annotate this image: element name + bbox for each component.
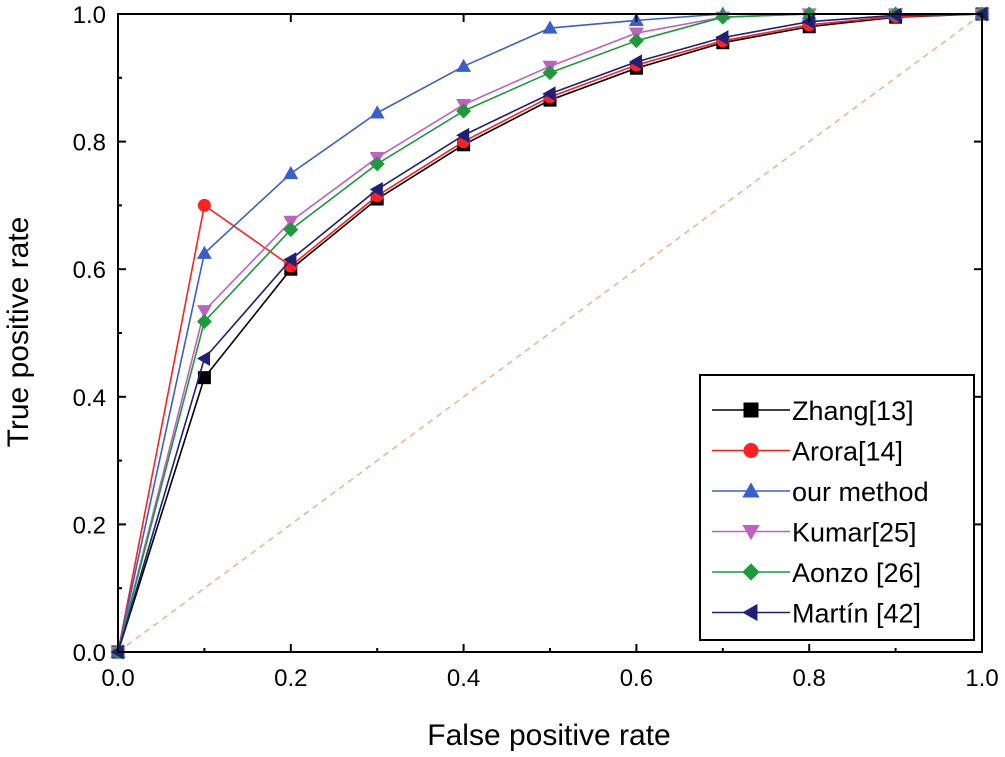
series-4-point-6: [628, 33, 644, 49]
series-2-point-4: [456, 58, 472, 72]
series-5-point-6: [628, 54, 643, 70]
legend-box: [699, 374, 975, 641]
y-tick-label-5: 1.0: [73, 2, 106, 29]
series-4-point-1: [196, 314, 212, 329]
legend-marker-1: [743, 443, 759, 458]
legend: Zhang[13] Arora[14] our method Kumar[25] Aon…: [699, 374, 975, 641]
x-tick-label-4: 0.8: [793, 665, 826, 692]
x-tick-label-0: 0.0: [101, 665, 134, 692]
series-2-point-3: [369, 105, 385, 119]
y-tick-label-4: 0.8: [73, 130, 106, 157]
legend-label-5: Martín [42]: [792, 599, 921, 629]
x-tick-label-3: 0.6: [620, 665, 653, 692]
series-4-point-2: [283, 222, 299, 238]
axes-layer: 0.0 0.2 0.4 0.6 0.8 1.0 0.0 0.2 0.4 0.6 0.8 1.0: [73, 2, 999, 692]
legend-label-3: Kumar[25]: [792, 518, 917, 548]
y-tick-label-3: 0.6: [73, 257, 106, 284]
series-4-point-5: [542, 65, 558, 81]
series-2-point-1: [196, 245, 212, 259]
x-tick-label-5: 1.0: [965, 665, 998, 692]
series-0-point-1: [197, 371, 211, 385]
y-tick-label-0: 0.0: [73, 640, 106, 667]
series-1-point-1: [197, 198, 211, 212]
x-tick-label-2: 0.4: [447, 665, 480, 692]
legend-marker-3: [742, 525, 760, 541]
y-axis-title: True positive rate: [2, 217, 35, 448]
reference-layer: [117, 13, 983, 653]
legend-label-1: Arora[14]: [792, 437, 903, 467]
legend-label-4: Aonzo [26]: [792, 558, 921, 588]
series-2-point-5: [542, 20, 558, 34]
reference-diagonal-line: [117, 13, 983, 653]
series-2-point-2: [283, 166, 299, 180]
series-5-point-1: [196, 351, 211, 366]
x-axis-title: False positive rate: [427, 719, 670, 752]
legend-marker-4: [742, 563, 760, 581]
legend-marker-0: [743, 402, 759, 418]
series-5-point-3: [369, 181, 383, 197]
legend-label-2: our method: [792, 477, 929, 507]
series-layer: [110, 6, 990, 660]
y-tick-label-1: 0.2: [73, 512, 106, 539]
x-tick-label-1: 0.2: [274, 665, 307, 692]
series-5-point-7: [715, 30, 729, 46]
series-5-point-2: [283, 252, 297, 268]
series-5-point-5: [542, 86, 556, 102]
series-3-point-1: [196, 305, 212, 319]
legend-marker-2: [742, 482, 760, 498]
series-4-point-4: [456, 103, 472, 119]
legend-label-0: Zhang[13]: [792, 396, 914, 426]
series-4-point-3: [369, 156, 385, 172]
legend-marker-5: [742, 603, 758, 622]
series-5-point-9: [888, 7, 902, 23]
series-5-point-4: [456, 127, 470, 143]
y-tick-label-2: 0.4: [73, 385, 106, 412]
